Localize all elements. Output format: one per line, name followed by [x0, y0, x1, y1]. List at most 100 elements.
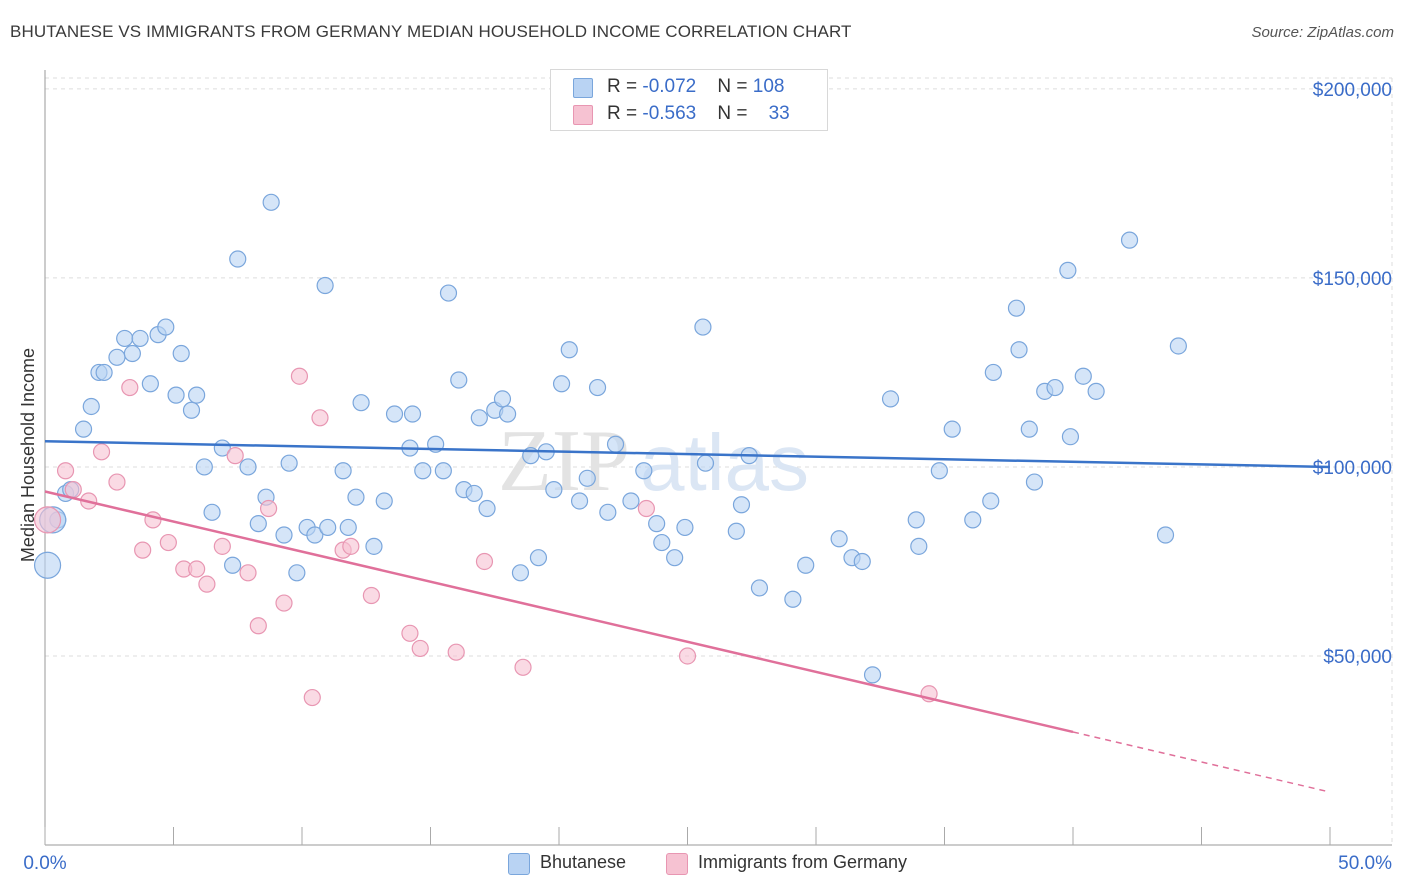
bhutanese-point	[653, 533, 671, 552]
germany-point	[121, 378, 139, 397]
germany-point	[447, 643, 465, 661]
pink-swatch-icon	[573, 105, 593, 125]
legend-r-value: -0.563	[642, 103, 697, 124]
bhutanese-point	[182, 401, 201, 419]
germany-point	[637, 499, 655, 518]
bhutanese-point	[339, 518, 357, 537]
germany-point	[213, 537, 231, 555]
chart-title: BHUTANESE VS IMMIGRANTS FROM GERMANY MED…	[10, 22, 852, 41]
germany-point	[275, 594, 293, 612]
bottom-legend-label: Immigrants from Germany	[698, 852, 908, 872]
blue-swatch-icon	[508, 853, 530, 875]
bhutanese-point	[635, 462, 653, 480]
bhutanese-point	[365, 537, 383, 555]
bhutanese-point	[280, 454, 298, 472]
bhutanese-point	[982, 492, 1000, 510]
bhutanese-point	[943, 420, 961, 438]
bhutanese-point	[439, 284, 458, 302]
bhutanese-point	[1007, 299, 1026, 317]
bhutanese-point	[881, 390, 900, 408]
bhutanese-point	[493, 390, 512, 408]
germany-point	[475, 552, 494, 571]
bhutanese-point	[676, 518, 694, 537]
bhutanese-point	[306, 526, 324, 544]
germany-trend-line-extension	[1072, 731, 1331, 793]
bhutanese-point	[1120, 231, 1139, 249]
bhutanese-point	[275, 526, 293, 544]
bhutanese-point	[188, 386, 206, 404]
germany-point	[108, 473, 126, 491]
germany-point	[56, 462, 75, 480]
bhutanese-point	[570, 492, 589, 510]
watermark: ZIP atlas	[498, 413, 809, 510]
chart-source: Source: ZipAtlas.com	[1251, 24, 1394, 41]
y-tick-label: $200,000	[1313, 80, 1392, 101]
tick-labels: $50,000 $100,000 $150,000 $200,000 0.0% 50.0%	[23, 80, 1392, 874]
bhutanese-point	[1156, 526, 1175, 544]
bhutanese-point	[1046, 378, 1064, 397]
bhutanese-point	[82, 397, 100, 416]
germany-point	[362, 586, 380, 605]
bhutanese-point	[203, 503, 221, 521]
bhutanese-point	[797, 556, 815, 574]
bhutanese-point	[560, 341, 578, 359]
bhutanese-point	[229, 250, 247, 268]
bhutanese-point	[648, 515, 666, 533]
bhutanese-point	[172, 344, 190, 363]
bhutanese-point	[529, 549, 548, 567]
bhutanese-point	[1169, 337, 1187, 355]
germany-point	[342, 537, 360, 555]
correlation-legend: R = -0.072 N = 108 R = -0.563 N = 33	[550, 69, 828, 131]
bhutanese-point	[239, 458, 257, 476]
bhutanese-point	[696, 454, 715, 472]
bhutanese-point	[157, 318, 175, 336]
bhutanese-point	[732, 496, 751, 514]
bhutanese-point	[123, 344, 141, 363]
bhutanese-point	[606, 435, 625, 453]
legend-n-label: N =	[717, 76, 753, 97]
germany-point	[401, 624, 419, 642]
bhutanese-point	[249, 515, 267, 533]
bhutanese-point	[727, 522, 745, 540]
bhutanese-point	[830, 530, 848, 548]
bhutanese-point	[385, 405, 404, 423]
y-tick-label: $50,000	[1323, 647, 1392, 668]
bhutanese-point	[1025, 473, 1044, 491]
germany-point	[188, 560, 206, 578]
bhutanese-point	[167, 386, 185, 404]
germany-point	[678, 647, 697, 665]
bhutanese-point	[262, 193, 280, 211]
legend-r-label: R =	[607, 76, 643, 97]
legend-n-value: 108	[752, 76, 785, 97]
bhutanese-point	[288, 564, 306, 582]
bhutanese-point	[1061, 428, 1080, 446]
legend-r-value: -0.072	[642, 76, 697, 97]
bhutanese-point	[907, 511, 925, 529]
bhutanese-point	[319, 518, 337, 537]
germany-trend-line	[44, 490, 1074, 734]
pink-swatch-icon	[666, 853, 688, 875]
bhutanese-point	[964, 511, 982, 529]
bhutanese-point	[511, 564, 530, 582]
bhutanese-point	[224, 556, 242, 574]
germany-point	[92, 443, 111, 461]
bhutanese-point	[470, 409, 488, 427]
bhutanese-point	[195, 458, 213, 476]
bhutanese-point	[930, 462, 948, 480]
trend-lines	[44, 439, 1331, 793]
y-axis-label: Median Household Income	[18, 348, 38, 562]
bhutanese-point	[1020, 420, 1038, 438]
bhutanese-point	[545, 481, 563, 499]
bhutanese-point	[588, 378, 607, 397]
bhutanese-point	[141, 375, 159, 393]
watermark-zip: ZIP	[498, 413, 630, 510]
x-tick-label: 0.0%	[23, 853, 66, 874]
bhutanese-point	[1059, 261, 1077, 279]
bhutanese-point	[863, 666, 882, 684]
germany-point	[259, 499, 278, 518]
bhutanese-point	[33, 551, 62, 579]
bhutanese-point	[750, 579, 769, 597]
germany-point	[514, 658, 532, 676]
bhutanese-point	[465, 484, 483, 503]
